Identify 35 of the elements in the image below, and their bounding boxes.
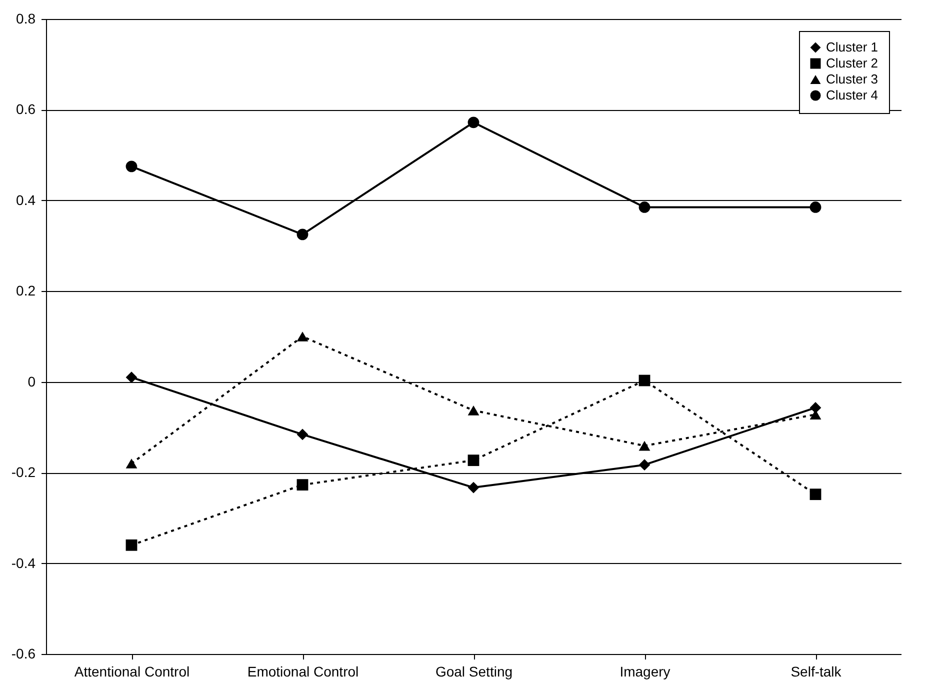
point <box>638 374 650 386</box>
point <box>638 202 650 213</box>
point <box>468 454 480 466</box>
point <box>468 116 480 128</box>
point <box>810 202 822 213</box>
y-tick-label: 0.8 <box>16 10 36 26</box>
y-tick-label: 0.4 <box>16 192 36 208</box>
x-tick-label: Attentional Control <box>74 664 190 680</box>
y-tick-label: -0.4 <box>11 554 36 571</box>
y-tick-label: -0.2 <box>11 464 36 480</box>
x-tick-label: Goal Setting <box>435 664 513 680</box>
point <box>126 160 138 172</box>
legend-label: Cluster 4 <box>826 88 878 102</box>
y-tick-label: 0.6 <box>16 101 36 118</box>
point <box>296 332 308 342</box>
point <box>638 440 650 451</box>
x-tick-label: Emotional Control <box>247 664 359 680</box>
point <box>296 479 308 491</box>
y-tick-label: 0 <box>28 373 36 390</box>
point <box>638 459 650 471</box>
x-tick-label: Self-talk <box>790 664 842 680</box>
point <box>126 458 138 468</box>
point <box>468 405 480 416</box>
point <box>810 488 822 500</box>
point <box>468 482 480 494</box>
point <box>126 539 138 551</box>
point <box>126 372 138 384</box>
y-tick-label: -0.6 <box>11 646 36 662</box>
legend-label: Cluster 3 <box>826 72 878 86</box>
x-tick-label: Imagery <box>620 664 670 680</box>
y-tick-label: 0.2 <box>16 282 36 299</box>
point <box>296 228 308 240</box>
legend-label: Cluster 1 <box>826 40 878 54</box>
point <box>296 428 308 440</box>
legend-label: Cluster 2 <box>826 56 878 70</box>
